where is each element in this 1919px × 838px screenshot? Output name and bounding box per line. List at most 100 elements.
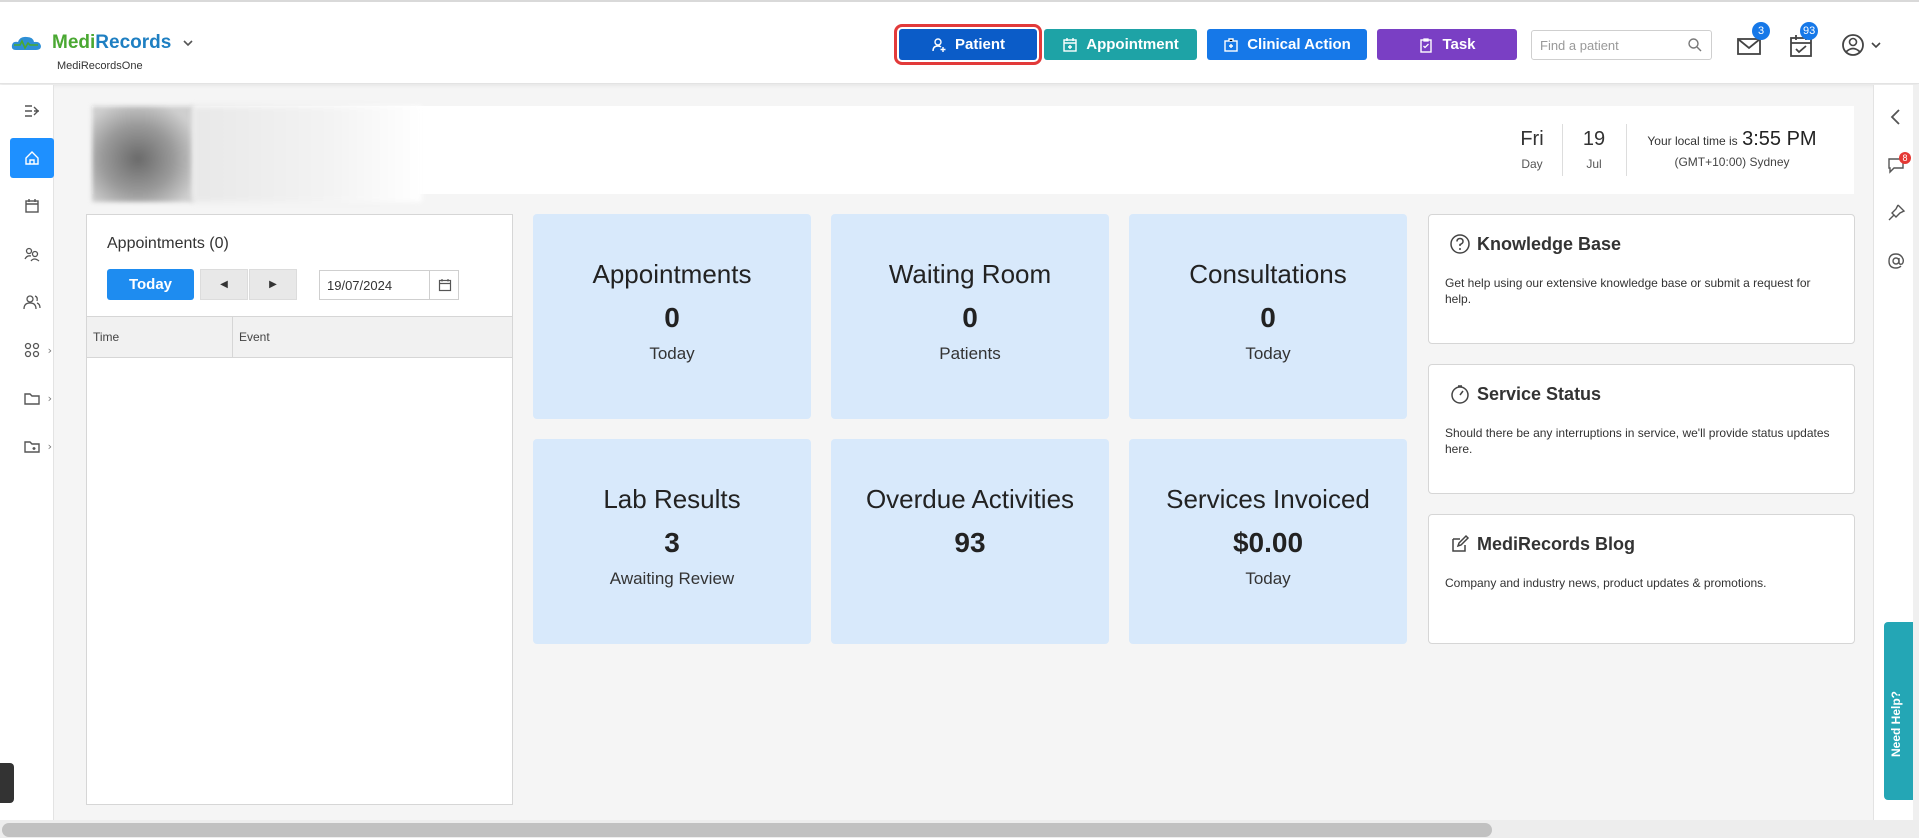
local-time: Your local time is 3:55 PM (GMT+10:00) S… (1642, 128, 1822, 169)
blog-panel[interactable]: MediRecords Blog Company and industry ne… (1428, 514, 1855, 644)
sidebar-item-patients[interactable] (10, 282, 54, 322)
profile-name-redacted (192, 106, 422, 202)
user-avatar-icon (1842, 34, 1881, 56)
date-field[interactable] (319, 270, 459, 300)
card-value: 0 (664, 302, 680, 333)
add-user-icon (932, 37, 946, 52)
need-help-tab[interactable]: Need Help? (1884, 622, 1916, 800)
knowledge-base-panel[interactable]: Knowledge Base Get help using our extens… (1428, 214, 1855, 344)
edit-icon (1452, 534, 1470, 552)
card-lab-results[interactable]: Lab Results 3 Awaiting Review (533, 439, 811, 644)
sidebar-item-groups[interactable]: › (10, 330, 54, 370)
card-consultations[interactable]: Consultations 0 Today (1129, 214, 1407, 419)
user-menu[interactable] (1840, 32, 1884, 60)
date-value: 19 (1582, 128, 1606, 150)
card-title: Services Invoiced (1166, 484, 1370, 514)
chevron-right-icon: › (47, 344, 52, 357)
column-divider (232, 317, 233, 358)
calendar-add-icon (1063, 37, 1077, 52)
messages-button[interactable]: 3 (1735, 22, 1770, 60)
date-picker-button[interactable] (429, 271, 459, 299)
card-services-invoiced[interactable]: Services Invoiced $0.00 Today (1129, 439, 1407, 644)
card-subtitle: Today (1245, 569, 1291, 588)
panel-title: MediRecords Blog (1449, 533, 1635, 555)
need-help-label: Need Help? (1889, 690, 1903, 757)
sidebar-item-folders[interactable]: › (10, 378, 54, 418)
column-header-event: Event (239, 330, 270, 344)
appointments-panel: Appointments (0) Today ◀ ▶ Time Event (86, 214, 513, 805)
service-status-panel[interactable]: Service Status Should there be any inter… (1428, 364, 1855, 494)
card-value: 0 (1260, 302, 1276, 333)
org-chart-icon (24, 342, 40, 358)
panel-title-text: Service Status (1477, 383, 1602, 404)
chevron-right-icon: › (47, 440, 52, 453)
card-subtitle: Patients (939, 344, 1001, 363)
clinical-action-button[interactable]: Clinical Action (1207, 29, 1367, 60)
cloud-logo-icon (11, 36, 41, 50)
top-header: MediRecords MediRecordsOne Patient Appoi… (0, 0, 1919, 84)
pin-icon[interactable] (1886, 203, 1906, 223)
brand-logo[interactable]: MediRecords (10, 32, 195, 54)
patient-search-input[interactable] (1540, 37, 1680, 53)
caret-right-icon: ▶ (269, 279, 277, 290)
patient-search[interactable] (1531, 30, 1712, 60)
panel-description: Should there be any interruptions in ser… (1445, 426, 1830, 456)
tasks-button[interactable]: 93 (1787, 22, 1819, 60)
horizontal-scrollbar[interactable] (0, 820, 1919, 838)
card-value: 93 (954, 527, 986, 558)
folder-tree-icon (24, 441, 40, 453)
users-medical-icon (24, 247, 40, 262)
card-subtitle: Today (649, 344, 695, 363)
chevron-down-icon[interactable] (181, 36, 195, 50)
medical-kit-icon (1224, 37, 1238, 52)
chat-count-badge: 8 (1899, 152, 1911, 164)
new-task-button[interactable]: Task (1377, 29, 1517, 60)
card-title: Waiting Room (888, 259, 1052, 289)
clipboard-icon (1420, 37, 1433, 53)
previous-day-button[interactable]: ◀ (200, 269, 248, 300)
left-sidebar: › › › (0, 85, 54, 838)
date-divider (1626, 124, 1627, 176)
card-appointments[interactable]: Appointments 0 Today (533, 214, 811, 419)
scrollbar-thumb[interactable] (2, 823, 1492, 837)
vertical-scrollbar[interactable] (1913, 85, 1919, 820)
new-patient-button[interactable]: Patient (894, 24, 1042, 65)
appointments-table-header: Time Event (87, 316, 512, 358)
card-overdue-activities[interactable]: Overdue Activities 93 (831, 439, 1109, 644)
card-value: $0.00 (1232, 527, 1304, 558)
search-icon[interactable] (1687, 37, 1703, 53)
sidebar-item-home[interactable] (10, 138, 54, 178)
panel-description: Company and industry news, product updat… (1445, 576, 1767, 590)
panel-title: Knowledge Base (1449, 233, 1621, 255)
date-divider (1562, 124, 1563, 176)
card-waiting-room[interactable]: Waiting Room 0 Patients (831, 214, 1109, 419)
today-button[interactable]: Today (107, 269, 194, 300)
day-value: Fri (1520, 128, 1544, 150)
column-header-time: Time (93, 330, 120, 344)
sidebar-expand[interactable] (10, 91, 54, 131)
sidebar-item-clinical[interactable] (10, 234, 54, 274)
card-value: 0 (962, 302, 978, 333)
chevron-left-icon[interactable] (1886, 107, 1906, 127)
gauge-icon (1451, 385, 1469, 404)
panel-title-text: MediRecords Blog (1477, 533, 1636, 554)
card-subtitle: Today (1245, 344, 1291, 363)
card-title: Appointments (592, 259, 752, 289)
month-value: Jul (1586, 157, 1602, 171)
sidebar-item-folder-tree[interactable]: › (10, 426, 54, 466)
sidebar-item-calendar[interactable] (10, 186, 54, 226)
at-sign-icon[interactable] (1886, 251, 1906, 271)
chevron-right-icon: › (47, 392, 52, 405)
mail-count-badge: 3 (1752, 22, 1770, 40)
new-appointment-button[interactable]: Appointment (1044, 29, 1197, 60)
patient-button-label: Patient (954, 36, 1005, 53)
calendar-icon (438, 279, 451, 292)
question-icon (1450, 234, 1470, 254)
clinical-action-button-label: Clinical Action (1247, 36, 1351, 53)
caret-left-icon: ◀ (220, 279, 228, 290)
brand-subtitle: MediRecordsOne (57, 60, 143, 72)
next-day-button[interactable]: ▶ (249, 269, 297, 300)
card-value: 3 (664, 527, 680, 558)
brand-name: MediRecords (52, 32, 172, 53)
side-drawer-tab[interactable] (0, 763, 14, 803)
